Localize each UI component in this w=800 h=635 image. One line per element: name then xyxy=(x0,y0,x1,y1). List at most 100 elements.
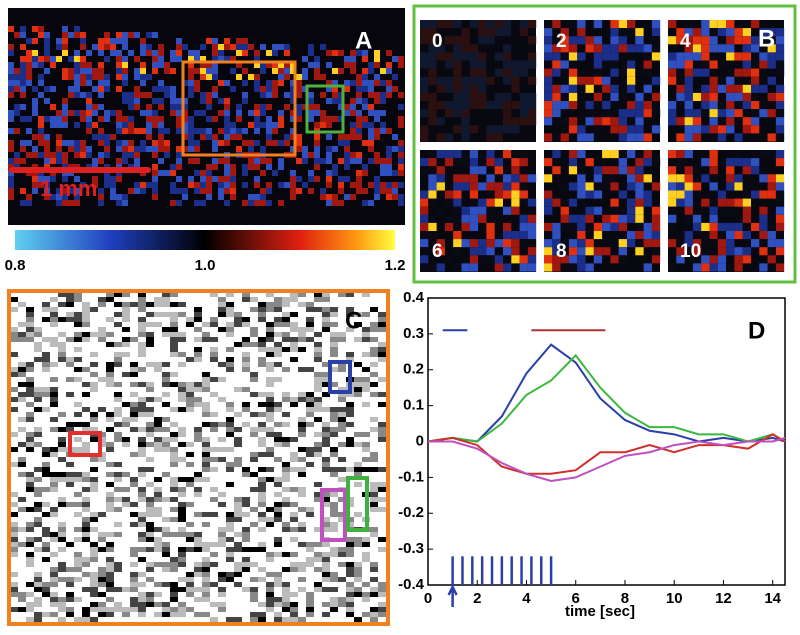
pixel xyxy=(709,125,718,134)
pixel xyxy=(354,577,362,582)
pixel xyxy=(344,152,350,158)
pixel xyxy=(676,133,685,142)
pixel xyxy=(212,50,218,56)
pixel xyxy=(218,302,226,307)
pixel xyxy=(767,231,776,240)
pixel xyxy=(577,182,586,191)
pixel xyxy=(635,214,644,223)
pixel xyxy=(346,392,354,397)
pixel xyxy=(290,80,296,86)
pixel xyxy=(92,44,98,50)
pixel xyxy=(374,128,380,134)
pixel xyxy=(775,44,785,53)
pixel xyxy=(676,101,685,110)
pixel xyxy=(212,116,218,122)
pixel xyxy=(420,109,429,118)
pixel xyxy=(210,347,218,352)
pixel xyxy=(98,332,106,337)
pixel xyxy=(234,387,242,392)
pixel xyxy=(178,302,186,307)
pixel xyxy=(138,347,146,352)
pixel xyxy=(194,567,202,572)
pixel xyxy=(106,447,114,452)
pixel xyxy=(254,122,260,128)
pixel xyxy=(154,602,162,607)
pixel xyxy=(82,332,90,337)
pixel xyxy=(701,20,710,29)
pixel xyxy=(50,397,58,402)
pixel xyxy=(346,592,354,597)
pixel xyxy=(326,50,332,56)
pixel xyxy=(503,28,512,37)
pixel xyxy=(44,146,50,152)
pixel xyxy=(92,122,98,128)
pixel xyxy=(544,20,553,29)
pixel xyxy=(676,84,685,93)
pixel xyxy=(322,497,330,502)
pixel xyxy=(106,582,114,587)
pixel xyxy=(284,50,290,56)
pixel xyxy=(188,62,194,68)
pixel xyxy=(152,110,158,116)
pixel xyxy=(114,477,122,482)
pixel xyxy=(162,582,170,587)
pixel xyxy=(332,98,338,104)
pixel xyxy=(74,56,80,62)
pixel xyxy=(290,68,296,74)
pixel xyxy=(134,152,140,158)
pixel xyxy=(298,302,306,307)
pixel xyxy=(552,222,561,231)
pixel xyxy=(544,190,553,199)
pixel xyxy=(362,597,370,602)
pixel xyxy=(602,101,611,110)
pixel xyxy=(242,497,250,502)
pixel xyxy=(290,452,298,457)
pixel xyxy=(186,407,194,412)
pixel xyxy=(266,322,274,327)
pixel xyxy=(106,382,114,387)
pixel xyxy=(170,582,178,587)
pixel xyxy=(212,140,218,146)
pixel xyxy=(274,582,282,587)
pixel xyxy=(272,80,278,86)
pixel xyxy=(461,214,470,223)
pixel xyxy=(116,176,122,182)
pixel xyxy=(282,527,290,532)
pixel xyxy=(469,20,479,29)
pixel xyxy=(50,537,58,542)
pixel xyxy=(152,32,158,38)
pixel xyxy=(58,617,66,622)
pixel xyxy=(322,522,330,527)
pixel xyxy=(42,392,50,397)
pixel xyxy=(751,101,760,110)
pixel xyxy=(188,158,194,164)
pixel xyxy=(709,84,718,93)
pixel xyxy=(461,125,470,134)
pixel xyxy=(593,117,603,126)
pixel xyxy=(354,537,362,542)
pixel xyxy=(230,188,236,194)
pixel xyxy=(138,437,146,442)
pixel xyxy=(194,487,202,492)
pixel xyxy=(258,402,266,407)
pixel xyxy=(164,152,170,158)
pixel xyxy=(8,110,14,116)
pixel xyxy=(392,146,398,152)
pixel xyxy=(90,362,98,367)
pixel xyxy=(635,68,644,77)
pixel xyxy=(154,487,162,492)
pixel xyxy=(322,577,330,582)
pixel xyxy=(643,174,652,183)
pixel xyxy=(527,263,537,272)
pixel xyxy=(274,542,282,547)
pixel xyxy=(32,86,38,92)
pixel xyxy=(74,492,82,497)
pixel xyxy=(90,372,98,377)
pixel xyxy=(86,122,92,128)
pixel xyxy=(322,567,330,572)
pixel xyxy=(684,214,693,223)
pixel xyxy=(726,166,735,175)
pixel xyxy=(290,527,298,532)
pixel xyxy=(368,92,374,98)
pixel xyxy=(362,442,370,447)
